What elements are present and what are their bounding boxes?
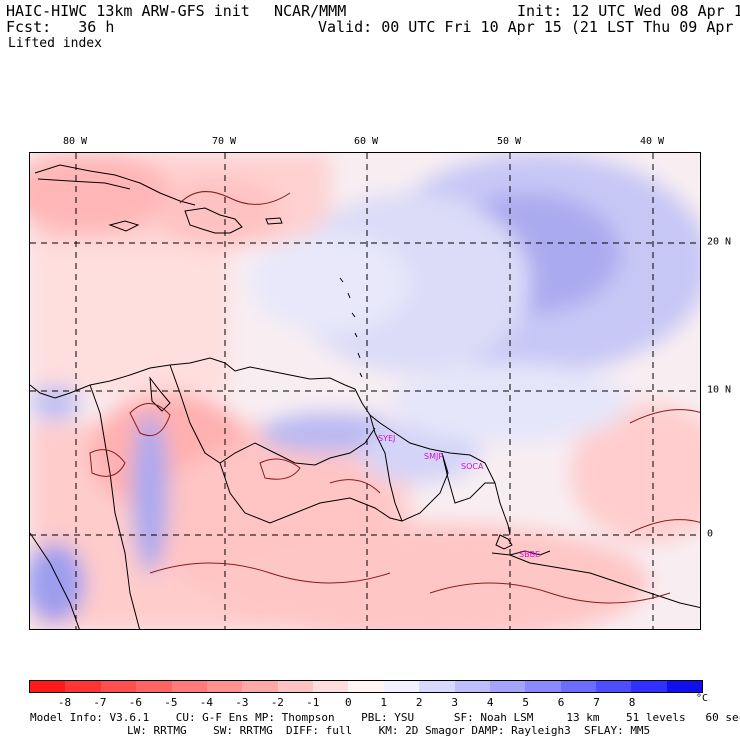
colorbar-tick-label: -7	[93, 696, 107, 709]
lon-label-60w: 60 W	[353, 136, 379, 147]
station-smjp: SMJP	[424, 452, 443, 461]
colorbar-tick-label: -1	[306, 696, 320, 709]
lon-label-40w: 40 W	[639, 136, 665, 147]
lon-label-70w: 70 W	[211, 136, 237, 147]
colorbar-tick-label: -5	[164, 696, 178, 709]
colorbar-swatch	[100, 681, 137, 692]
lat-label-20n: 20 N	[707, 236, 732, 248]
colorbar-swatch	[348, 681, 384, 692]
model-info-line2: LW: RRTMG SW: RRTMG DIFF: full KM: 2D Sm…	[127, 724, 651, 737]
forecast-hour: Fcst: 36 h	[6, 18, 115, 36]
colorbar-swatch	[242, 681, 278, 692]
init-time: Init: 12 UTC Wed 08 Apr 15	[517, 2, 740, 20]
station-sbbe: SBBE	[519, 550, 540, 559]
map-canvas: SYEJ SMJP SOCA SBBE	[30, 153, 700, 629]
colorbar-tick-label: 0	[344, 696, 352, 709]
model-title: HAIC-HIWC 13km ARW-GFS init	[6, 2, 250, 20]
colorbar-tick-label: 5	[522, 696, 529, 709]
colorbar-swatch	[171, 681, 207, 692]
valid-time: Valid: 00 UTC Fri 10 Apr 15 (21 LST Thu …	[318, 18, 740, 36]
colorbar-swatch	[383, 681, 420, 692]
colorbar-swatch	[454, 681, 490, 692]
colorbar-swatch	[65, 681, 101, 692]
colorbar-unit: °C	[696, 693, 709, 704]
colorbar-swatch	[596, 681, 632, 692]
colorbar-swatch	[489, 681, 526, 692]
colorbar-tick-label: 3	[451, 696, 458, 709]
colorbar-swatch	[206, 681, 243, 692]
colorbar-swatch	[631, 681, 667, 692]
lon-label-80w: 80 W	[62, 136, 88, 147]
colorbar-tick-label: 2	[415, 696, 423, 709]
org-label: NCAR/MMM	[274, 2, 347, 20]
colorbar-swatch	[30, 681, 66, 692]
colorbar-tick-label: 8	[628, 696, 636, 709]
colorbar-tick-label: 4	[486, 696, 494, 709]
colorbar-swatch	[525, 681, 561, 692]
lon-label-50w: 50 W	[496, 136, 522, 147]
colorbar-swatch	[419, 681, 455, 692]
colorbar-swatch	[277, 681, 313, 692]
field-name: Lifted index	[8, 36, 102, 51]
coastlines	[30, 164, 700, 629]
station-syej: SYEJ	[378, 434, 395, 443]
colorbar	[29, 680, 703, 693]
colorbar-tick-label: 1	[380, 696, 388, 709]
colorbar-swatch	[313, 681, 349, 692]
colorbar-swatch	[136, 681, 172, 692]
colorbar-swatch	[560, 681, 596, 692]
colorbar-tick-label: -6	[128, 696, 143, 709]
station-labels: SYEJ SMJP SOCA SBBE	[378, 434, 540, 559]
contours	[89, 191, 700, 604]
lat-label-10n: 10 N	[707, 384, 732, 396]
colorbar-swatch	[666, 681, 703, 692]
colorbar-tick-label: -4	[199, 696, 213, 709]
lifted-index-map: SYEJ SMJP SOCA SBBE	[29, 152, 701, 630]
lat-label-0: 0	[707, 528, 714, 540]
colorbar-tick-label: 6	[557, 696, 565, 709]
station-soca: SOCA	[461, 462, 484, 471]
colorbar-tick-label: -3	[235, 696, 249, 709]
colorbar-tick-label: -2	[270, 696, 284, 709]
colorbar-tick-label: 7	[593, 696, 600, 709]
model-info-line1: Model Info: V3.6.1 CU: G-F Ens MP: Thomp…	[30, 711, 740, 724]
colorbar-tick-label: -8	[57, 696, 72, 709]
